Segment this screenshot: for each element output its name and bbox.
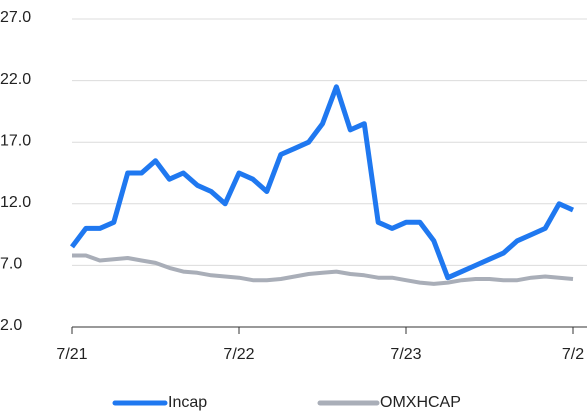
legend-label: OMXHCAP [380,394,461,411]
x-tick-label: 7/2 [562,346,584,363]
y-tick-label: 17.0 [0,132,31,149]
y-tick-label: 7.0 [0,256,22,273]
y-tick-label: 27.0 [0,9,31,26]
y-tick-label: 12.0 [0,194,31,211]
y-tick-label: 22.0 [0,71,31,88]
x-tick-label: 7/21 [56,346,87,363]
x-tick-label: 7/23 [390,346,421,363]
legend-label: Incap [168,394,207,411]
x-tick-label: 7/22 [223,346,254,363]
y-tick-label: 2.0 [0,317,22,334]
series-line [72,253,574,286]
series-line [70,84,575,281]
